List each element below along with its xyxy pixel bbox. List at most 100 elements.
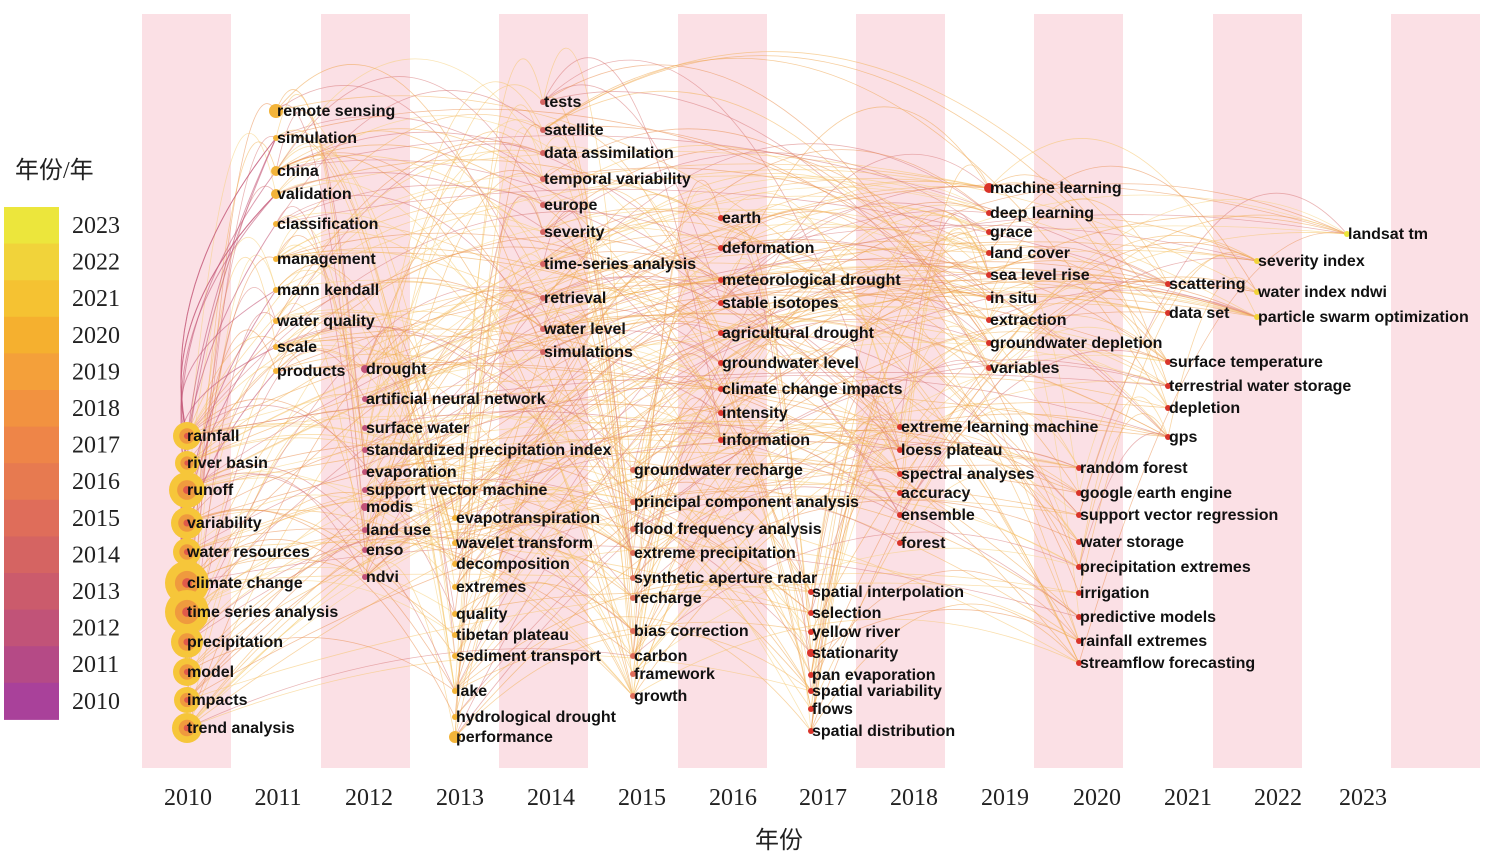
keyword-node bbox=[540, 261, 546, 267]
keyword-node-center bbox=[183, 432, 191, 440]
x-tick-label: 2013 bbox=[436, 785, 484, 811]
link-curve bbox=[1167, 277, 1258, 438]
link-curve bbox=[275, 145, 456, 519]
keyword-label: variables bbox=[990, 360, 1059, 377]
keyword-label: synthetic aperture radar bbox=[634, 570, 817, 587]
link-curve bbox=[542, 51, 1169, 285]
link-curve bbox=[275, 175, 722, 260]
link-curve bbox=[186, 535, 634, 643]
legend-swatch bbox=[4, 390, 59, 428]
keyword-node bbox=[1165, 405, 1171, 411]
keyword-node bbox=[1165, 434, 1171, 440]
link-curve bbox=[186, 292, 1258, 464]
keyword-label: extremes bbox=[456, 579, 526, 596]
link-curve bbox=[186, 425, 634, 554]
keyword-label: irrigation bbox=[1080, 585, 1149, 602]
link-curve bbox=[542, 320, 1080, 642]
link-curve bbox=[720, 409, 812, 614]
keyword-node bbox=[1076, 539, 1082, 545]
keyword-node bbox=[897, 424, 903, 430]
keyword-node bbox=[540, 99, 546, 105]
keyword-node bbox=[1254, 258, 1260, 264]
link-curve bbox=[186, 437, 634, 657]
link-curve bbox=[632, 232, 1348, 675]
keyword-node bbox=[273, 368, 279, 374]
keyword-label: runoff bbox=[187, 482, 234, 499]
link-curve bbox=[454, 546, 1080, 642]
link-curve bbox=[542, 146, 722, 334]
link-curve bbox=[454, 149, 990, 588]
link-curve bbox=[186, 425, 901, 701]
keyword-label: spectral analyses bbox=[901, 466, 1035, 483]
link-curve bbox=[275, 154, 634, 697]
keyword-node bbox=[718, 300, 724, 306]
link-curve bbox=[454, 253, 544, 544]
keyword-node bbox=[1344, 231, 1350, 237]
link-curve bbox=[454, 616, 812, 732]
legend-year-label: 2019 bbox=[72, 359, 120, 385]
link-curve bbox=[186, 486, 634, 643]
keyword-label: severity index bbox=[1258, 253, 1365, 270]
link-curve bbox=[186, 537, 634, 613]
keyword-label: earth bbox=[722, 210, 761, 227]
link-curve bbox=[275, 223, 366, 451]
link-curve bbox=[542, 59, 901, 475]
link-curve bbox=[899, 353, 1169, 451]
keyword-node-center bbox=[183, 519, 191, 527]
keyword-node bbox=[986, 317, 992, 323]
keyword-label: framework bbox=[634, 666, 715, 683]
legend-swatch bbox=[4, 682, 59, 720]
link-curve bbox=[275, 159, 1080, 516]
link-curve bbox=[542, 136, 634, 554]
link-curve bbox=[186, 472, 366, 551]
link-curve bbox=[720, 239, 990, 321]
link-curve bbox=[275, 188, 1169, 285]
link-curve bbox=[632, 430, 1080, 503]
link-curve bbox=[899, 164, 990, 494]
keyword-node bbox=[718, 386, 724, 392]
keyword-node-center bbox=[183, 548, 191, 556]
link-curve bbox=[364, 178, 990, 370]
keyword-label: particle swarm optimization bbox=[1258, 309, 1469, 326]
year-band-2022 bbox=[1213, 14, 1302, 768]
link-curve bbox=[186, 541, 812, 614]
link-curve bbox=[364, 460, 812, 633]
keyword-node bbox=[986, 295, 992, 301]
legend-year-label: 2010 bbox=[72, 689, 120, 715]
keyword-label: simulations bbox=[544, 344, 633, 361]
link-curve bbox=[988, 198, 1348, 369]
keyword-node bbox=[630, 653, 636, 659]
keyword-label: impacts bbox=[187, 692, 248, 709]
keyword-label: data assimilation bbox=[544, 145, 674, 162]
keyword-node bbox=[630, 526, 636, 532]
link-curve bbox=[632, 314, 990, 697]
keyword-node bbox=[630, 671, 636, 677]
link-curve bbox=[542, 281, 1169, 314]
link-curve bbox=[454, 243, 722, 718]
keyword-label: ensemble bbox=[901, 507, 975, 524]
keyword-node bbox=[1076, 590, 1082, 596]
keyword-label: lake bbox=[456, 683, 487, 700]
link-curve bbox=[186, 375, 1169, 553]
link-curve bbox=[988, 198, 1169, 299]
keyword-node bbox=[271, 189, 281, 199]
link-curve bbox=[542, 125, 990, 321]
keyword-label: water index ndwi bbox=[1257, 284, 1387, 301]
keyword-node bbox=[986, 229, 992, 235]
link-curve bbox=[364, 502, 634, 632]
link-curve bbox=[632, 531, 1080, 657]
keyword-node bbox=[452, 688, 458, 694]
link-curve bbox=[454, 280, 1258, 565]
keyword-node bbox=[273, 318, 279, 324]
link-curve bbox=[275, 172, 722, 414]
link-curve bbox=[454, 323, 722, 565]
link-curve bbox=[275, 312, 456, 544]
link-curve bbox=[1078, 396, 1169, 568]
keyword-label: predictive models bbox=[1080, 609, 1216, 626]
keyword-label: random forest bbox=[1080, 460, 1188, 477]
link-curve bbox=[186, 636, 456, 692]
link-curve bbox=[720, 106, 990, 304]
link-curve bbox=[632, 246, 1169, 657]
keyword-node bbox=[362, 487, 368, 493]
